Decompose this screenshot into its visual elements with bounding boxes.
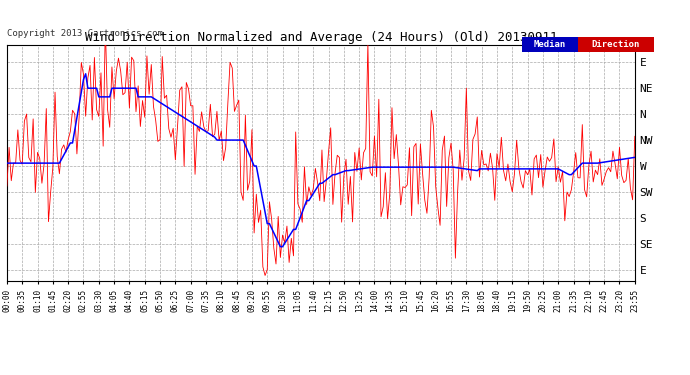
Text: Direction: Direction	[592, 40, 640, 49]
Text: Copyright 2013 Cartronics.com: Copyright 2013 Cartronics.com	[7, 28, 163, 38]
Text: Median: Median	[534, 40, 566, 49]
Title: Wind Direction Normalized and Average (24 Hours) (Old) 20130911: Wind Direction Normalized and Average (2…	[85, 31, 557, 44]
